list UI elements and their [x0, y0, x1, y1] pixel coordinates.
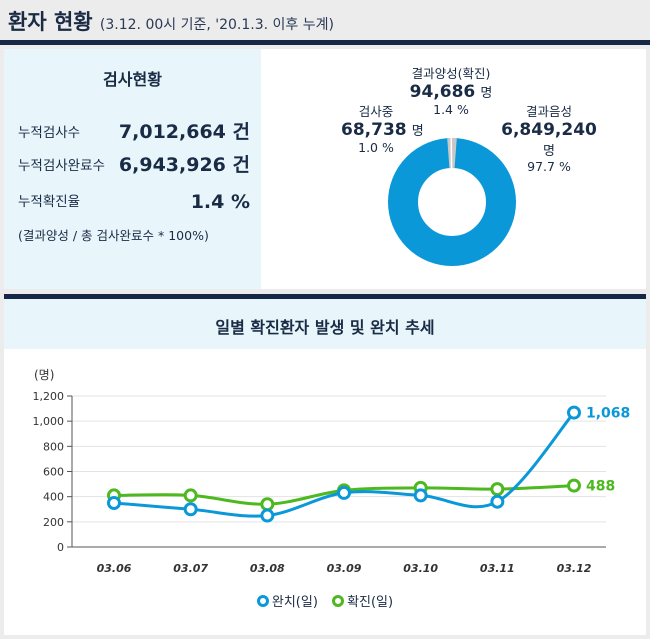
stat-label: 누적검사완료수 — [18, 158, 105, 174]
test-status-panel: 검사현황 누적검사수 7,012,664 건 누적검사완료수 6,943,926… — [4, 49, 646, 289]
x-tick-label: 03.07 — [173, 562, 208, 575]
legend-item-confirmed[interactable]: 확진(일) — [332, 591, 393, 610]
series-point-1 — [490, 482, 505, 497]
legend-marker-blue-icon — [256, 595, 269, 607]
series-end-label-1: 488 — [586, 479, 615, 495]
donut-label-negative: 결과음성 6,849,240 명 97.7 % — [499, 101, 599, 174]
donut-label-testing: 검사중 68,738 명 1.0 % — [341, 101, 424, 155]
donut-label-percent: 1.4 % — [433, 102, 469, 117]
x-tick-label: 03.10 — [403, 562, 438, 575]
x-tick-label: 03.11 — [480, 562, 515, 575]
donut-label-name: 결과음성 — [525, 104, 572, 119]
donut-label-positive: 결과양성(확진) 94,686 명 1.4 % — [391, 63, 511, 117]
series-point-0 — [567, 405, 581, 420]
chart-legend: 완치(일) 확진(일) — [4, 591, 646, 610]
donut-label-name: 결과양성(확진) — [411, 66, 491, 81]
series-point-1 — [260, 497, 275, 512]
y-tick-label: 600 — [43, 466, 64, 479]
series-point-0 — [107, 495, 121, 510]
donut-label-value: 68,738 — [341, 120, 407, 140]
y-axis-unit-label: (명) — [34, 368, 54, 382]
y-tick-label: 200 — [43, 516, 64, 529]
series-point-0 — [183, 502, 198, 517]
legend-label: 확진(일) — [347, 595, 394, 610]
stat-row-total-tests: 누적검사수 7,012,664 건 — [18, 117, 250, 147]
x-tick-label: 03.06 — [97, 562, 132, 575]
test-stats-box: 검사현황 누적검사수 7,012,664 건 누적검사완료수 6,943,926… — [4, 49, 261, 289]
series-point-1 — [567, 478, 581, 493]
donut-chart-area: 검사중 68,738 명 1.0 % 결과양성(확진) 94,686 명 1.4… — [261, 49, 646, 289]
donut-label-value: 6,849,240 — [501, 120, 597, 140]
stat-row-completed-tests: 누적검사완료수 6,943,926 건 — [18, 150, 250, 180]
donut-label-unit: 명 — [543, 144, 555, 159]
stat-label: 누적검사수 — [18, 125, 81, 141]
chart-header: 일별 확진환자 발생 및 완치 추세 — [4, 299, 646, 349]
x-tick-label: 03.09 — [327, 562, 362, 575]
series-point-1 — [183, 488, 198, 503]
line-chart: (명) 0 200 400 600 800 1,000 1,200 03.06 03.07 03.0… — [33, 368, 631, 575]
stat-value: 7,012,664 건 — [118, 121, 250, 143]
series-point-0 — [260, 508, 275, 523]
page-header: 환자 현황 (3.12. 00시 기준, '20.1.3. 이후 누계) — [0, 0, 650, 45]
y-tick-label: 0 — [57, 541, 64, 554]
legend-label: 완치(일) — [271, 595, 318, 610]
y-tick-label: 1,000 — [33, 415, 65, 428]
legend-marker-green-icon — [332, 595, 345, 607]
chart-title: 일별 확진환자 발생 및 완치 추세 — [215, 318, 435, 337]
series-point-0 — [413, 488, 428, 503]
stats-title: 검사현황 — [103, 70, 162, 89]
series-end-label-0: 1,068 — [586, 406, 630, 422]
donut-label-unit: 명 — [411, 124, 424, 139]
donut-label-percent: 97.7 % — [527, 159, 571, 174]
donut-chart — [388, 138, 516, 266]
donut-label-percent: 1.0 % — [358, 140, 394, 155]
page-subtitle: (3.12. 00시 기준, '20.1.3. 이후 누계) — [99, 17, 334, 33]
legend-item-recovered[interactable]: 완치(일) — [256, 591, 318, 610]
donut-label-unit: 명 — [480, 86, 493, 101]
header-divider — [0, 40, 650, 45]
stat-value: 6,943,926 건 — [118, 154, 250, 176]
title-text: 환자 현황 — [8, 10, 93, 34]
y-tick-label: 400 — [43, 491, 64, 504]
y-tick-label: 1,200 — [33, 390, 65, 403]
page-title: 환자 현황 (3.12. 00시 기준, '20.1.3. 이후 누계) — [8, 6, 334, 36]
donut-label-name: 검사중 — [358, 104, 394, 119]
donut-label-value: 94,686 — [409, 82, 476, 102]
y-tick-label: 800 — [43, 440, 64, 453]
stat-row-positive-rate: 누적확진율 1.4 % — [18, 186, 250, 216]
stat-value: 1.4 % — [190, 191, 250, 213]
x-tick-label: 03.08 — [250, 562, 285, 575]
series-point-0 — [337, 485, 351, 500]
stat-label: 누적확진율 — [18, 194, 81, 210]
x-tick-label: 03.12 — [557, 562, 592, 575]
series-line-0 — [113, 411, 576, 518]
series-point-0 — [490, 494, 505, 509]
chart-divider — [4, 294, 646, 299]
stat-formula-note: (결과양성 / 총 검사완료수 * 100%) — [18, 228, 209, 243]
daily-trend-panel: 일별 확진환자 발생 및 완치 추세 (명) 0 200 400 600 800 1,000… — [4, 294, 646, 635]
